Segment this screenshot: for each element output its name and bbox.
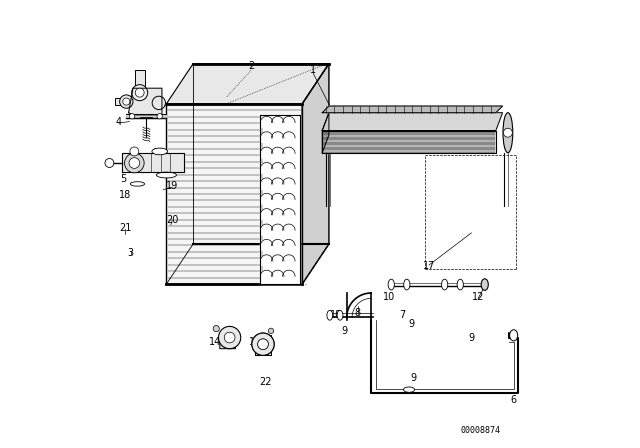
Text: 4: 4 [116,116,122,127]
Text: 00008874: 00008874 [460,426,500,435]
Circle shape [268,328,274,333]
Circle shape [252,333,274,355]
Text: 15: 15 [153,148,165,158]
Circle shape [123,98,130,105]
Ellipse shape [156,172,177,178]
Text: 9: 9 [408,319,414,329]
Ellipse shape [327,310,333,320]
Text: 9: 9 [468,332,474,343]
Circle shape [218,327,241,349]
Circle shape [213,326,220,332]
Polygon shape [166,64,329,104]
Text: 22: 22 [259,377,272,387]
Text: 21: 21 [119,224,131,233]
Ellipse shape [404,279,410,290]
Text: 7: 7 [399,310,406,320]
Text: 3: 3 [128,248,134,258]
Text: 8: 8 [355,308,361,318]
Ellipse shape [457,279,463,290]
Circle shape [224,332,235,343]
Ellipse shape [403,387,415,392]
Circle shape [504,128,513,137]
Circle shape [258,339,268,349]
Circle shape [105,159,114,168]
Text: 13: 13 [250,337,262,347]
Text: 2: 2 [248,61,254,71]
Circle shape [132,85,148,101]
Circle shape [129,114,135,119]
Circle shape [152,96,166,110]
Text: 11: 11 [220,337,232,347]
Ellipse shape [131,182,145,186]
Ellipse shape [481,279,488,290]
Text: 18: 18 [119,190,131,200]
Text: 17: 17 [423,261,435,271]
Polygon shape [302,64,329,284]
Text: 9: 9 [410,373,417,383]
Polygon shape [322,113,329,153]
Polygon shape [220,329,236,349]
Text: 1: 1 [310,65,316,75]
Polygon shape [322,130,496,153]
Polygon shape [166,104,302,284]
Circle shape [130,147,139,156]
Text: 14: 14 [209,337,221,347]
Text: 9: 9 [341,326,348,336]
Polygon shape [260,115,300,284]
Ellipse shape [337,310,343,320]
Ellipse shape [442,279,448,290]
Ellipse shape [509,330,518,341]
Polygon shape [129,88,162,115]
Circle shape [125,153,144,173]
Polygon shape [255,335,271,355]
Ellipse shape [503,113,513,153]
Polygon shape [126,114,166,118]
Text: 5: 5 [120,174,126,185]
Text: 20: 20 [166,215,179,224]
Circle shape [252,333,274,355]
Ellipse shape [152,148,168,155]
Circle shape [129,158,140,168]
Text: 10: 10 [330,310,342,320]
Text: 12: 12 [472,293,484,302]
Bar [135,70,145,86]
Circle shape [157,114,163,119]
Text: 10: 10 [383,293,396,302]
Circle shape [120,95,133,108]
Polygon shape [322,106,502,113]
Circle shape [135,88,144,97]
Polygon shape [122,153,184,172]
Text: 19: 19 [166,181,179,191]
Ellipse shape [388,279,394,290]
Text: 6: 6 [511,395,516,405]
Polygon shape [322,113,502,130]
Circle shape [258,339,268,349]
Bar [115,98,127,105]
Text: 16: 16 [153,164,165,173]
